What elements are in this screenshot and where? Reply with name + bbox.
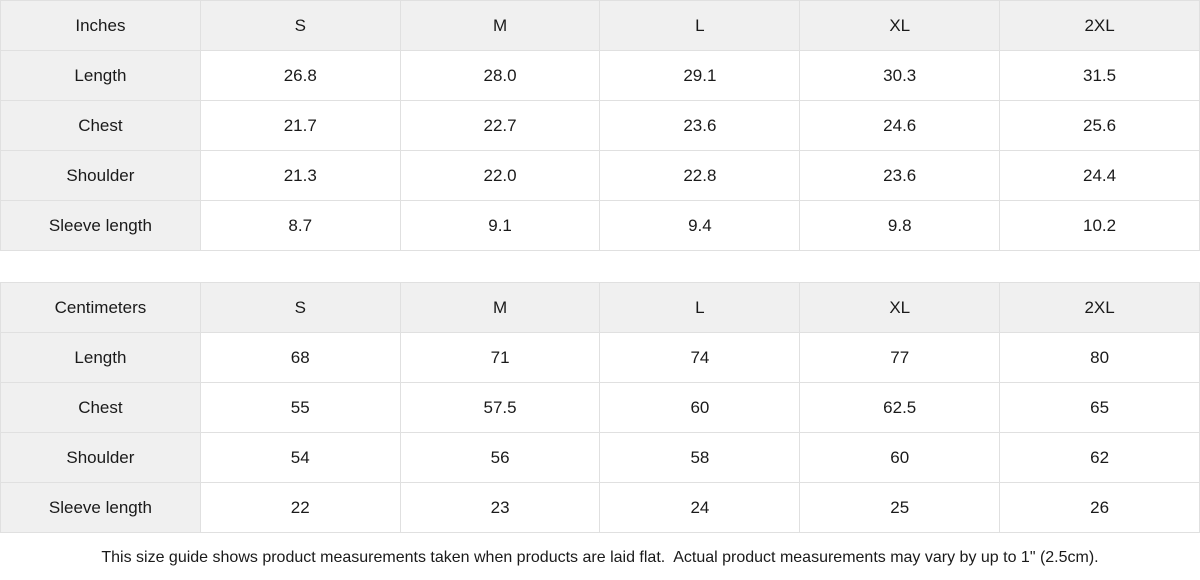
size-header-cell: L xyxy=(599,282,801,333)
measurement-cell: 30.3 xyxy=(799,50,1001,101)
measurement-cell: 28.0 xyxy=(399,50,601,101)
row-label-cell: Chest xyxy=(0,382,201,433)
size-header-cell: S xyxy=(199,0,401,51)
measurement-cell: 62.5 xyxy=(799,382,1001,433)
measurement-cell: 29.1 xyxy=(599,50,801,101)
table-header-row: Inches S M L XL 2XL xyxy=(0,0,1200,51)
measurement-cell: 60 xyxy=(799,432,1001,483)
measurement-cell: 25.6 xyxy=(999,100,1200,151)
measurement-cell: 9.8 xyxy=(799,200,1001,251)
table-row: Length 26.8 28.0 29.1 30.3 31.5 xyxy=(0,50,1200,101)
measurement-cell: 62 xyxy=(999,432,1200,483)
measurement-cell: 24 xyxy=(599,482,801,533)
row-label-cell: Shoulder xyxy=(0,150,201,201)
row-label-cell: Sleeve length xyxy=(0,200,201,251)
size-header-cell: 2XL xyxy=(999,0,1200,51)
size-header-cell: 2XL xyxy=(999,282,1200,333)
row-label-cell: Shoulder xyxy=(0,432,201,483)
measurement-cell: 31.5 xyxy=(999,50,1200,101)
table-row: Sleeve length 22 23 24 25 26 xyxy=(0,482,1200,533)
table-row: Chest 55 57.5 60 62.5 65 xyxy=(0,382,1200,433)
size-table-centimeters: Centimeters S M L XL 2XL Length 68 71 74… xyxy=(0,282,1200,533)
measurement-cell: 23.6 xyxy=(599,100,801,151)
row-label-cell: Chest xyxy=(0,100,201,151)
table-gap-spacer xyxy=(0,251,1200,282)
measurement-cell: 26.8 xyxy=(199,50,401,101)
measurement-cell: 71 xyxy=(399,332,601,383)
table-row: Chest 21.7 22.7 23.6 24.6 25.6 xyxy=(0,100,1200,151)
table-row: Length 68 71 74 77 80 xyxy=(0,332,1200,383)
size-header-cell: S xyxy=(199,282,401,333)
table-row: Shoulder 54 56 58 60 62 xyxy=(0,432,1200,483)
measurement-cell: 22.0 xyxy=(399,150,601,201)
measurement-cell: 54 xyxy=(199,432,401,483)
table-header-row: Centimeters S M L XL 2XL xyxy=(0,282,1200,333)
measurement-cell: 23.6 xyxy=(799,150,1001,201)
measurement-cell: 22.8 xyxy=(599,150,801,201)
measurement-cell: 21.7 xyxy=(199,100,401,151)
measurement-cell: 56 xyxy=(399,432,601,483)
size-header-cell: XL xyxy=(799,282,1001,333)
row-label-cell: Sleeve length xyxy=(0,482,201,533)
unit-header-cell: Inches xyxy=(0,0,201,51)
size-header-cell: M xyxy=(399,0,601,51)
measurement-cell: 9.1 xyxy=(399,200,601,251)
measurement-cell: 22.7 xyxy=(399,100,601,151)
measurement-cell: 24.4 xyxy=(999,150,1200,201)
measurement-cell: 60 xyxy=(599,382,801,433)
measurement-cell: 9.4 xyxy=(599,200,801,251)
row-label-cell: Length xyxy=(0,50,201,101)
measurement-cell: 26 xyxy=(999,482,1200,533)
size-header-cell: M xyxy=(399,282,601,333)
measurement-cell: 21.3 xyxy=(199,150,401,201)
measurement-cell: 77 xyxy=(799,332,1001,383)
measurement-cell: 58 xyxy=(599,432,801,483)
measurement-cell: 55 xyxy=(199,382,401,433)
measurement-cell: 57.5 xyxy=(399,382,601,433)
size-table-inches: Inches S M L XL 2XL Length 26.8 28.0 29.… xyxy=(0,0,1200,251)
measurement-cell: 24.6 xyxy=(799,100,1001,151)
measurement-cell: 8.7 xyxy=(199,200,401,251)
table-row: Sleeve length 8.7 9.1 9.4 9.8 10.2 xyxy=(0,200,1200,251)
measurement-cell: 25 xyxy=(799,482,1001,533)
measurement-cell: 74 xyxy=(599,332,801,383)
measurement-cell: 68 xyxy=(199,332,401,383)
row-label-cell: Length xyxy=(0,332,201,383)
size-guide-note: This size guide shows product measuremen… xyxy=(101,548,1099,566)
measurement-cell: 10.2 xyxy=(999,200,1200,251)
measurement-cell: 80 xyxy=(999,332,1200,383)
table-row: Shoulder 21.3 22.0 22.8 23.6 24.4 xyxy=(0,150,1200,201)
measurement-cell: 22 xyxy=(199,482,401,533)
measurement-cell: 23 xyxy=(399,482,601,533)
size-header-cell: L xyxy=(599,0,801,51)
unit-header-cell: Centimeters xyxy=(0,282,201,333)
measurement-cell: 65 xyxy=(999,382,1200,433)
size-header-cell: XL xyxy=(799,0,1001,51)
